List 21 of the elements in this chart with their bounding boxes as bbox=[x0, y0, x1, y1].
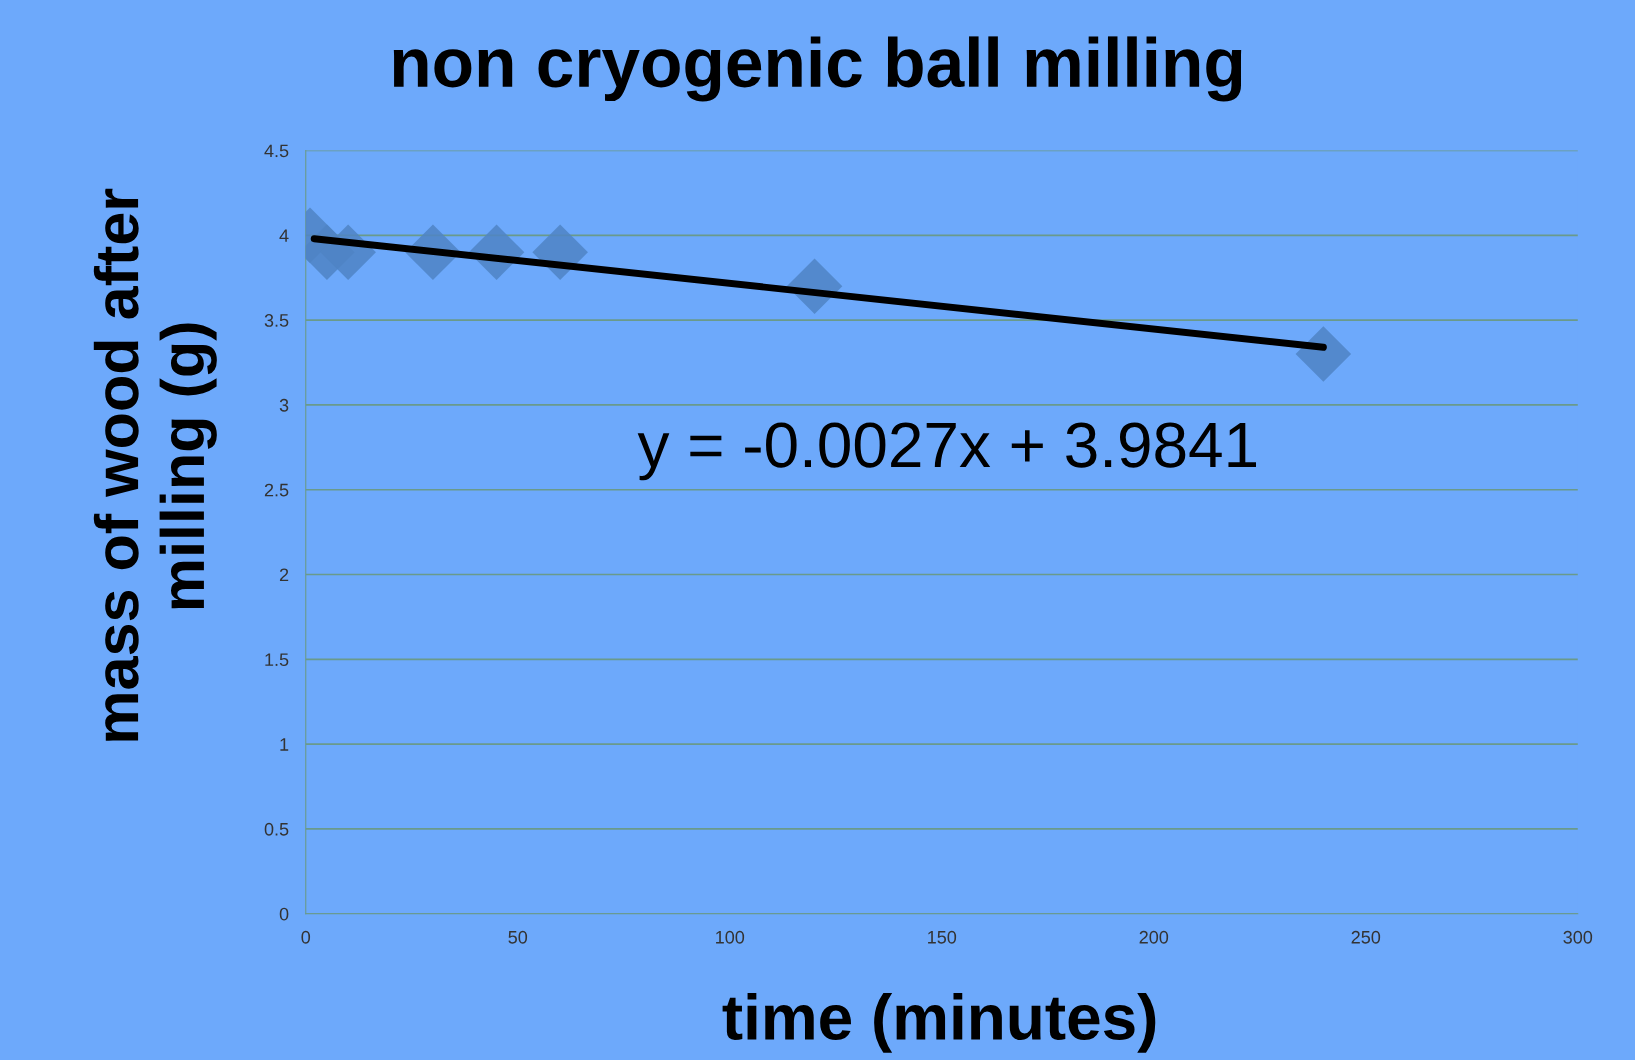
y-tick-label: 4 bbox=[279, 229, 289, 242]
x-tick-label: 200 bbox=[1139, 930, 1169, 944]
y-axis-title: mass of wood after milling (g) bbox=[93, 188, 217, 741]
y-tick-label: 0 bbox=[279, 907, 289, 921]
y-tick-label: 0.5 bbox=[264, 822, 289, 836]
y-tick-label: 3 bbox=[279, 398, 289, 412]
x-tick-label: 0 bbox=[301, 930, 311, 944]
y-tick-label: 2 bbox=[279, 568, 289, 582]
y-tick-label: 3.5 bbox=[264, 314, 289, 327]
y-tick-label: 2.5 bbox=[264, 483, 289, 497]
x-axis-title: time (minutes) bbox=[722, 993, 1156, 1053]
chart-title: non cryogenic ball milling bbox=[393, 36, 1242, 102]
y-tick-label: 4.5 bbox=[264, 144, 289, 158]
x-tick-label: 100 bbox=[716, 930, 745, 944]
annotation: y = -0.0027x + 3.9841 bbox=[637, 422, 1256, 481]
y-tick-label: 1.5 bbox=[265, 653, 289, 667]
y-tick-label: 1 bbox=[280, 738, 289, 751]
x-tick-label: 250 bbox=[1351, 930, 1381, 944]
x-tick-label: 50 bbox=[508, 930, 528, 944]
x-tick-label: 150 bbox=[928, 930, 957, 944]
x-tick-label: 300 bbox=[1563, 930, 1593, 944]
